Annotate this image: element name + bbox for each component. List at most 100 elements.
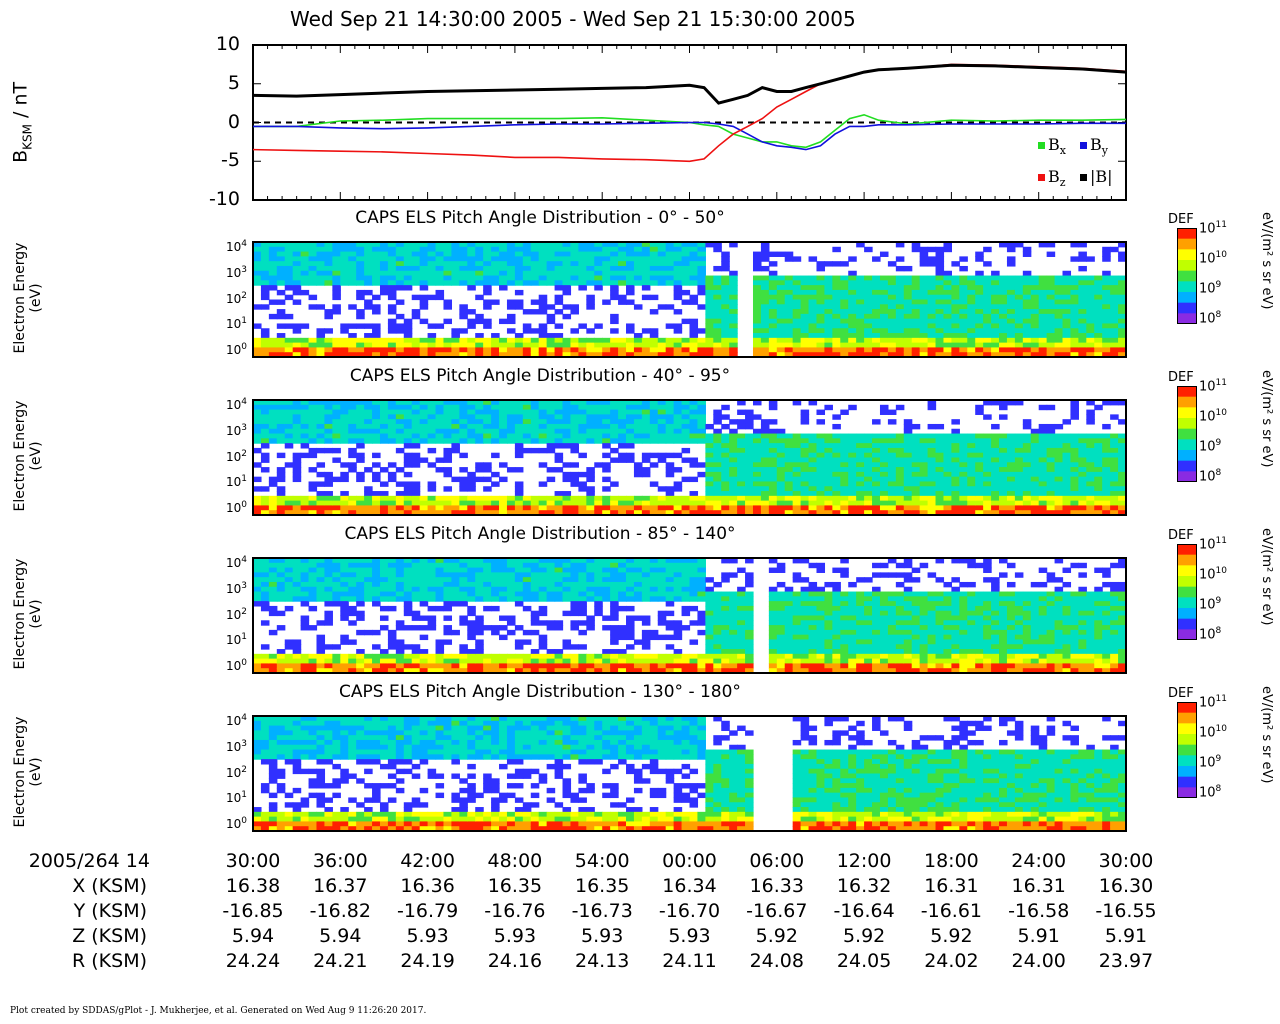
tick-exp: 10 — [1215, 250, 1227, 260]
spectrogram-cell — [530, 581, 540, 588]
spectrogram-cell — [499, 505, 508, 511]
spectrogram-cell — [332, 289, 341, 296]
spectrogram-cell — [451, 342, 460, 349]
spectrogram-cell — [419, 256, 429, 262]
spectrogram-cell — [372, 275, 381, 281]
spectrogram-cell — [872, 328, 881, 334]
spectrogram-cell — [721, 414, 730, 420]
spectrogram-cell — [919, 471, 929, 478]
spectrogram-cell — [824, 471, 833, 478]
spectrogram-cell — [530, 668, 540, 674]
spectrogram-cell — [848, 495, 857, 502]
spectrogram-cell — [895, 500, 905, 507]
spectrogram-cell — [276, 270, 286, 277]
spectrogram-cell — [927, 495, 937, 502]
spectrogram-cell — [879, 486, 889, 492]
spectrogram-cell — [308, 658, 318, 665]
spectrogram-cell — [697, 409, 706, 415]
spectrogram-cell — [499, 476, 508, 483]
spectrogram-cell — [546, 270, 556, 277]
spectrogram-cell — [1006, 481, 1016, 487]
spectrogram-cell — [316, 251, 326, 257]
spectrogram-cell — [872, 438, 881, 444]
spectrogram-cell — [800, 352, 810, 358]
spectrogram-cell — [372, 270, 381, 277]
spectrogram-cell — [864, 462, 873, 468]
spectrogram-cell — [387, 337, 397, 344]
spectrogram-cell — [276, 558, 286, 564]
spectrogram-cell — [999, 323, 1008, 329]
spectrogram-cell — [1046, 404, 1056, 411]
spectrogram-cell — [1014, 347, 1024, 353]
spectrogram-cell — [586, 270, 595, 277]
spectrogram-cell — [411, 457, 421, 463]
spectrogram-cell — [943, 447, 952, 454]
spectrogram-cell — [1102, 476, 1111, 483]
spectrogram-cell — [610, 562, 619, 569]
spectrogram-cell — [499, 251, 508, 257]
spectrogram-cell — [697, 347, 706, 353]
spectrogram-cell — [895, 280, 905, 286]
spectrogram-cell — [268, 313, 278, 320]
spectrogram-cell — [514, 495, 524, 502]
spectrogram-cell — [372, 242, 381, 248]
spectrogram-cell — [1078, 280, 1087, 286]
spectrogram-cell — [895, 342, 905, 349]
energy-label-unit: (eV) — [28, 283, 44, 313]
spectrogram-cell — [451, 591, 460, 597]
spectrogram-cell — [332, 438, 341, 444]
spectrogram-cell — [459, 500, 468, 507]
spectrogram-cell — [419, 270, 429, 277]
spectrogram-cell — [983, 294, 992, 301]
spectrogram-cell — [991, 328, 1000, 334]
spectrogram-cell — [324, 414, 333, 420]
spectrogram-cell — [506, 572, 516, 578]
colorbar-tick-label: 1011 — [1199, 220, 1227, 236]
spectrogram-cell — [768, 438, 778, 444]
spectrogram-cell — [308, 256, 318, 262]
spectrogram-cell — [879, 476, 889, 483]
spectrogram-cell — [340, 246, 349, 253]
spectrogram-cell — [633, 591, 643, 597]
spectrogram-cell — [760, 265, 770, 272]
spectrogram-cell — [792, 486, 802, 492]
spectrogram-cell — [1110, 328, 1119, 334]
spectrogram-cell — [435, 280, 445, 286]
spectrogram-cell — [665, 452, 675, 459]
spectrogram-cell — [570, 309, 579, 315]
spectrogram-cell — [999, 333, 1008, 339]
spectrogram-cell — [879, 433, 889, 439]
spectrogram-cell — [506, 577, 516, 583]
spectrogram-cell — [260, 500, 270, 507]
spectrogram-cell — [546, 596, 556, 602]
spectrogram-cell — [1022, 476, 1032, 483]
spectrogram-cell — [332, 285, 341, 291]
spectrogram-cell — [903, 342, 913, 349]
colorbar-tick-label: 108 — [1199, 310, 1221, 326]
spectrogram-cell — [538, 409, 548, 415]
spectrogram-cell — [253, 280, 262, 286]
legend-by-swatch — [1080, 142, 1087, 149]
spectrogram-cell — [356, 352, 365, 358]
spectrogram-cell — [443, 658, 453, 665]
spectrogram-cell — [419, 500, 429, 507]
spectrogram-cell — [697, 270, 706, 277]
spectrogram-cell — [705, 242, 714, 248]
spectrogram-cell — [308, 275, 318, 281]
spectrogram-cell — [1046, 323, 1056, 329]
spectrogram-cell — [610, 625, 619, 631]
spectrogram-cell — [626, 644, 635, 650]
spectrogram-cell — [522, 280, 532, 286]
spectrogram-cell — [681, 275, 691, 281]
spectrogram-cell — [348, 275, 357, 281]
spectrogram-cell — [602, 337, 611, 344]
y-tick-label: 0 — [227, 110, 240, 133]
spectrogram-cell — [459, 261, 468, 267]
spectrogram-cell — [1118, 333, 1127, 339]
spectrogram-cell — [276, 409, 286, 415]
spectrogram-cell — [784, 500, 794, 507]
spectrogram-cell — [364, 304, 373, 310]
spectrogram-cell — [784, 328, 794, 334]
spectrogram-cell — [570, 256, 579, 262]
spectrogram-cell — [1022, 337, 1032, 344]
